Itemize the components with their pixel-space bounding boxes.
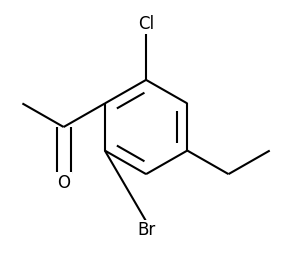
Text: Cl: Cl [138, 15, 154, 33]
Text: O: O [57, 174, 70, 192]
Text: Br: Br [137, 221, 155, 239]
